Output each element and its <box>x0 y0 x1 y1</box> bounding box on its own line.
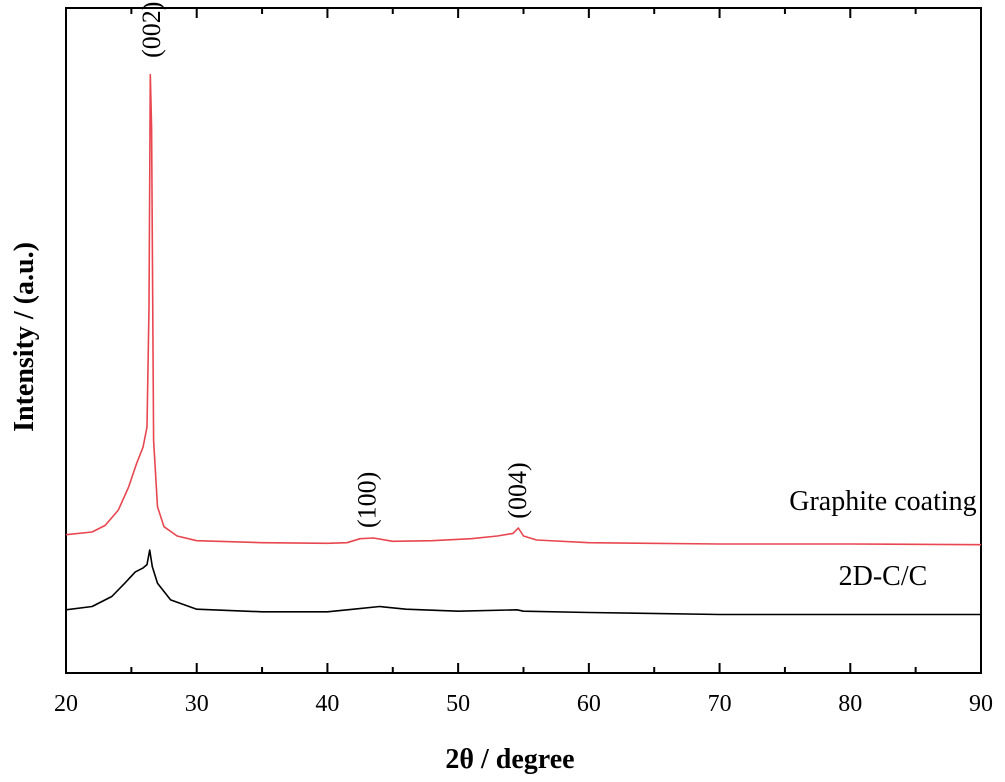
x-tick-label: 90 <box>969 691 993 717</box>
x-tick-label: 30 <box>185 691 209 717</box>
peak-label: (004) <box>503 462 532 518</box>
series-labels: Graphite coating 2D-C/C <box>789 486 976 592</box>
x-tick-label: 20 <box>54 691 78 717</box>
x-tick-label: 50 <box>446 691 470 717</box>
peak-label: (100) <box>353 472 382 528</box>
series-line-graphite-coating <box>65 73 982 546</box>
y-axis-title: Intensity / (a.u.) <box>9 242 40 432</box>
x-tick-label: 70 <box>708 691 732 717</box>
series-label: Graphite coating <box>789 486 976 517</box>
series-line-2d-c-c <box>65 549 981 616</box>
x-tick-label: 80 <box>838 691 862 717</box>
x-tick-label: 60 <box>577 691 601 717</box>
peak-annotations: (002) (100) (004) <box>137 2 532 528</box>
series-group <box>65 73 982 616</box>
x-axis-ticks <box>65 8 982 673</box>
x-tick-label: 40 <box>315 691 339 717</box>
x-axis-tick-labels: 20 30 40 50 60 70 80 90 <box>54 691 993 717</box>
x-axis-title: 2θ / degree <box>445 744 574 775</box>
series-label: 2D-C/C <box>839 561 928 592</box>
peak-label: (002) <box>137 2 166 58</box>
